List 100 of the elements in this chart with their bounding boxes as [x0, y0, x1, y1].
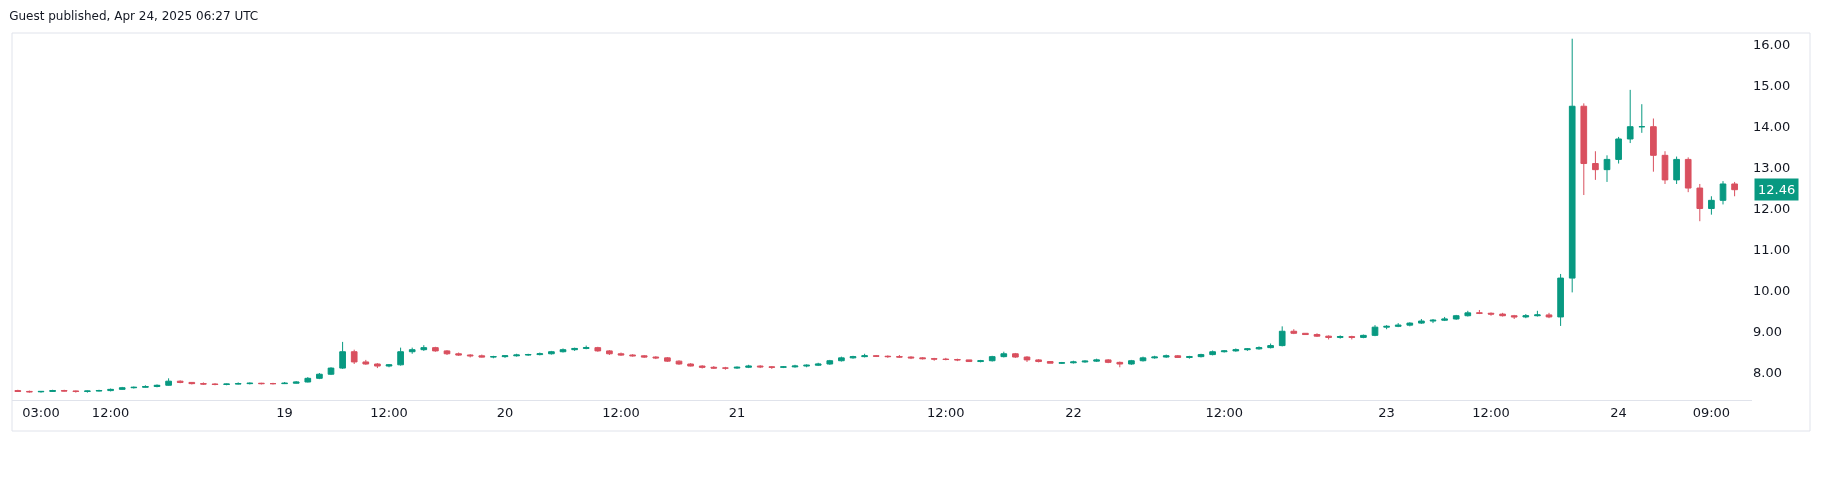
- candlestick: [838, 356, 845, 363]
- candlestick: [513, 353, 520, 358]
- candlestick: [687, 363, 694, 367]
- candlestick: [432, 346, 439, 353]
- candlestick: [292, 380, 300, 385]
- candlestick: [1278, 325, 1286, 347]
- candlestick: [965, 359, 973, 363]
- candlestick: [1255, 345, 1263, 351]
- candlestick: [1383, 324, 1390, 330]
- candlestick: [930, 357, 938, 362]
- candlestick: [582, 345, 590, 350]
- candlestick: [1290, 328, 1298, 335]
- candlestick: [698, 364, 706, 369]
- candlestick: [14, 389, 22, 393]
- candlestick: [768, 365, 776, 370]
- candlestick: [1116, 361, 1124, 368]
- candlestick: [1708, 195, 1715, 216]
- candlestick: [1487, 311, 1495, 317]
- candlestick: [1499, 312, 1506, 318]
- candlestick: [95, 389, 103, 392]
- candlestick: [1626, 89, 1634, 144]
- candlestick: [1394, 322, 1402, 328]
- candlestick: [1093, 358, 1100, 363]
- x-tick-label: 19: [276, 404, 293, 420]
- candlestick: [443, 349, 451, 356]
- candlestick: [733, 365, 741, 370]
- candlestick: [1058, 361, 1066, 365]
- candlestick: [165, 377, 172, 387]
- candlestick: [1046, 361, 1054, 364]
- candlestick: [629, 353, 636, 358]
- x-tick-label: 12:00: [927, 404, 965, 420]
- candlestick: [1139, 356, 1147, 363]
- candlestick: [872, 354, 880, 358]
- candlestick: [118, 386, 126, 391]
- candlestick: [594, 346, 602, 353]
- candlestick: [1603, 154, 1611, 183]
- candlestick: [675, 359, 683, 366]
- candlestick: [1696, 183, 1704, 222]
- candlestick: [907, 355, 915, 360]
- candlestick: [350, 349, 358, 365]
- candlestick: [1232, 347, 1240, 353]
- candlestick: [1151, 355, 1158, 360]
- y-tick-label: 8.00: [1753, 364, 1782, 380]
- candlestick: [756, 364, 764, 369]
- candlestick: [1441, 316, 1448, 322]
- candlestick: [223, 383, 230, 386]
- candlestick: [1429, 318, 1437, 324]
- candlestick: [316, 372, 323, 380]
- candlestick: [1081, 359, 1089, 364]
- candlestick: [1162, 354, 1170, 359]
- candlestick: [327, 366, 335, 376]
- candlestick: [791, 364, 799, 369]
- candlestick: [1406, 321, 1414, 327]
- x-tick-label: 22: [1065, 404, 1082, 420]
- candlestick: [919, 356, 926, 360]
- candlestick: [1673, 156, 1680, 185]
- y-tick-label: 9.00: [1753, 323, 1782, 339]
- candlestick: [1000, 351, 1008, 358]
- candlestick: [1510, 314, 1518, 320]
- candlestick: [1545, 312, 1553, 319]
- candlestick: [849, 355, 857, 360]
- candlestick: [803, 363, 810, 368]
- candlestick: [1476, 309, 1483, 315]
- candlestick: [1023, 355, 1031, 363]
- candlestick: [1128, 359, 1135, 366]
- chart-title: Guest published, Apr 24, 2025 06:27 UTC: [9, 9, 259, 24]
- candlestick: [1418, 318, 1425, 325]
- candlestick: [1220, 349, 1228, 354]
- candlestick: [142, 384, 149, 389]
- candlestick: [1360, 334, 1367, 339]
- candlestick: [640, 354, 648, 359]
- candlestick: [1174, 354, 1182, 359]
- candlestick: [954, 358, 961, 362]
- candlestick: [374, 362, 381, 369]
- candlestick: [745, 364, 752, 369]
- candlestick: [60, 389, 68, 392]
- candlestick: [1731, 181, 1738, 197]
- candlestick: [397, 347, 404, 367]
- x-tick-label: 09:00: [1692, 404, 1731, 420]
- y-tick-label: 16.00: [1753, 37, 1791, 53]
- candlestick: [466, 353, 474, 358]
- x-tick-label: 12:00: [370, 404, 408, 420]
- candlestick: [536, 352, 544, 356]
- x-tick-label: 12:00: [1472, 404, 1510, 420]
- candlestick: [1209, 349, 1216, 356]
- candlestick: [490, 355, 497, 359]
- candlestick: [1244, 347, 1251, 352]
- candlestick: [1464, 310, 1472, 318]
- candlestick: [896, 354, 903, 359]
- candlestick: [385, 363, 393, 368]
- x-tick-label: 21: [728, 404, 746, 420]
- candlestick: [408, 347, 416, 355]
- x-tick-label: 24: [1610, 404, 1627, 420]
- candlestick: [977, 359, 984, 363]
- candlestick: [84, 390, 91, 394]
- candlestick: [455, 352, 462, 357]
- candlestick: [1534, 310, 1541, 318]
- candlestick: [1336, 334, 1344, 340]
- x-tick-label: 03:00: [22, 404, 60, 420]
- candlestick: [1186, 355, 1193, 360]
